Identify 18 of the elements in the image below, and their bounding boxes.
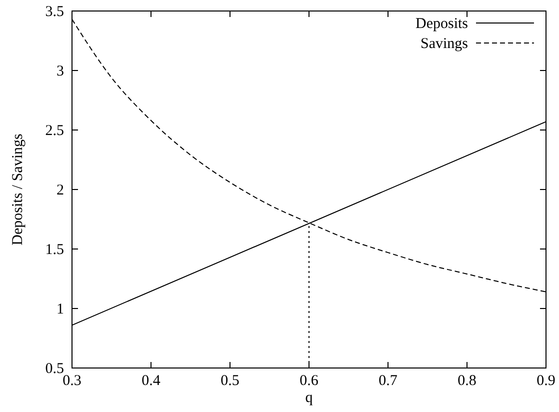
x-tick-label: 0.7 [378,373,398,389]
legend-label: Savings [420,36,468,52]
y-tick-label: 0.5 [45,361,64,377]
y-tick-label: 3 [56,64,64,80]
x-tick-label: 0.9 [536,373,556,389]
x-tick-label: 0.6 [300,373,319,389]
y-tick-label: 1 [56,302,64,318]
x-tick-label: 0.3 [62,373,82,389]
x-tick-label: 0.8 [458,373,476,389]
y-tick-label: 2 [56,182,64,198]
y-tick-label: 3.5 [45,4,64,20]
x-tick-label: 0.5 [220,373,240,389]
y-tick-label: 2.5 [45,123,64,139]
x-axis-title: q [305,390,314,406]
x-tick-label: 0.4 [142,373,161,389]
legend-label: Deposits [416,16,468,32]
y-axis-title: Deposits / Savings [10,134,26,246]
y-tick-label: 1.5 [45,242,64,258]
